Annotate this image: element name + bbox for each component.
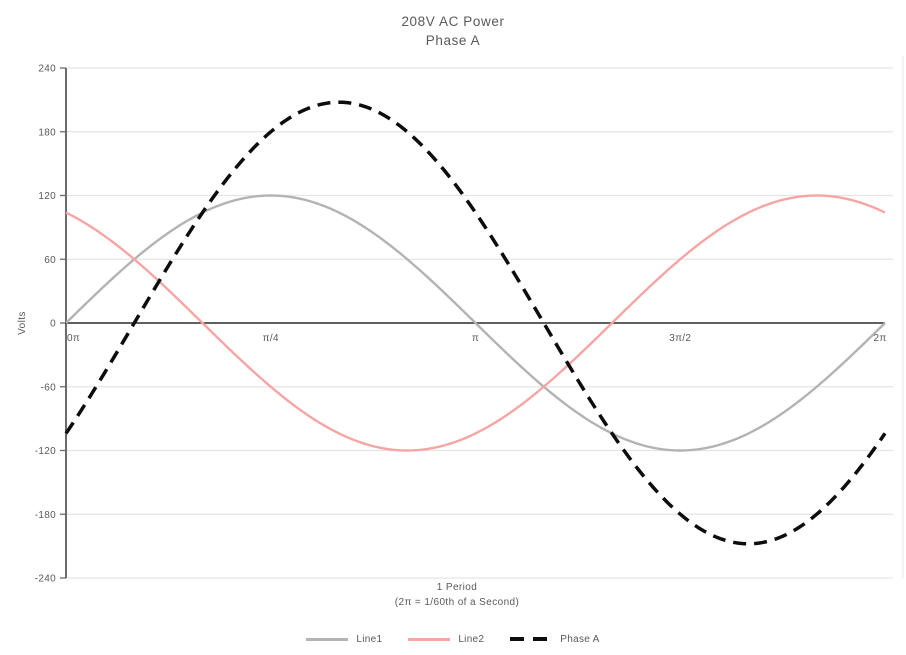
line2-swatch — [408, 637, 451, 641]
phase-a-swatch — [510, 637, 553, 641]
svg-text:3π/2: 3π/2 — [669, 333, 691, 344]
svg-text:0: 0 — [50, 319, 56, 330]
x-axis-title-line1: 1 Period — [437, 582, 477, 593]
chart-title-line2: Phase A — [426, 33, 481, 48]
line1-swatch — [306, 637, 349, 641]
legend-item-phase-a: Phase A — [510, 634, 599, 645]
svg-text:-240: -240 — [35, 574, 56, 585]
svg-text:2π: 2π — [873, 333, 886, 344]
legend-item-line1: Line1 — [306, 634, 382, 645]
phase-a-legend-label: Phase A — [560, 633, 600, 645]
y-axis-title: Volts — [17, 311, 28, 335]
x-axis-title-line2: (2π = 1/60th of a Second) — [395, 597, 519, 608]
y-gridlines — [65, 67, 893, 579]
svg-text:π/4: π/4 — [263, 333, 279, 344]
svg-text:0π: 0π — [67, 333, 80, 344]
legend-item-line2: Line2 — [408, 634, 484, 645]
svg-text:-180: -180 — [35, 510, 56, 521]
x-tick-labels: 0π π/4 π 3π/2 2π — [67, 333, 886, 344]
line2-legend-label: Line2 — [458, 633, 485, 645]
svg-text:π: π — [472, 333, 479, 344]
svg-text:-120: -120 — [35, 446, 56, 457]
line1-legend-label: Line1 — [356, 633, 383, 645]
svg-text:120: 120 — [38, 191, 56, 202]
svg-text:-60: -60 — [41, 382, 56, 393]
svg-text:180: 180 — [38, 127, 56, 138]
svg-text:240: 240 — [38, 64, 56, 75]
legend: Line1 Line2 Phase A — [0, 629, 906, 649]
y-tick-labels: 240 180 120 60 0 -60 -120 -180 -240 — [35, 64, 56, 585]
series-curves — [64, 100, 887, 546]
svg-text:60: 60 — [44, 255, 56, 266]
chart-title-line1: 208V AC Power — [401, 14, 504, 29]
